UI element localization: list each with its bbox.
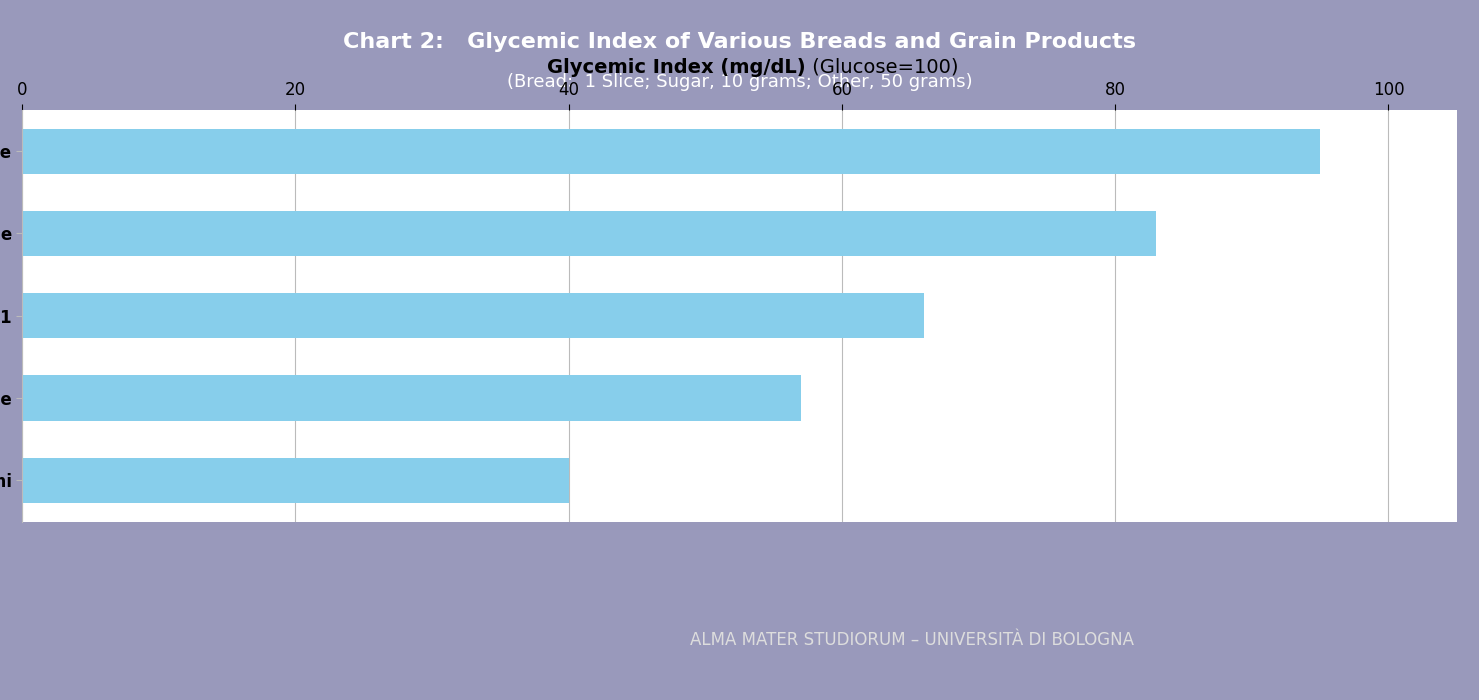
Text: (Bread:  1 Slice; Sugar, 10 grams; Other, 50 grams): (Bread: 1 Slice; Sugar, 10 grams; Other,… bbox=[507, 73, 972, 91]
Text: ALMA MATER STUDIORUM – UNIVERSITÀ DI BOLOGNA: ALMA MATER STUDIORUM – UNIVERSITÀ DI BOL… bbox=[689, 631, 1134, 649]
Bar bbox=[22, 129, 1321, 174]
Text: Glycemic Index (mg/dL): Glycemic Index (mg/dL) bbox=[547, 58, 806, 77]
Text: (Glucose=100): (Glucose=100) bbox=[806, 58, 958, 77]
Bar bbox=[22, 211, 1157, 256]
Bar bbox=[22, 375, 802, 421]
Bar bbox=[22, 458, 569, 503]
Text: Chart 2:   Glycemic Index of Various Breads and Grain Products: Chart 2: Glycemic Index of Various Bread… bbox=[343, 32, 1136, 52]
Bar bbox=[22, 293, 924, 338]
